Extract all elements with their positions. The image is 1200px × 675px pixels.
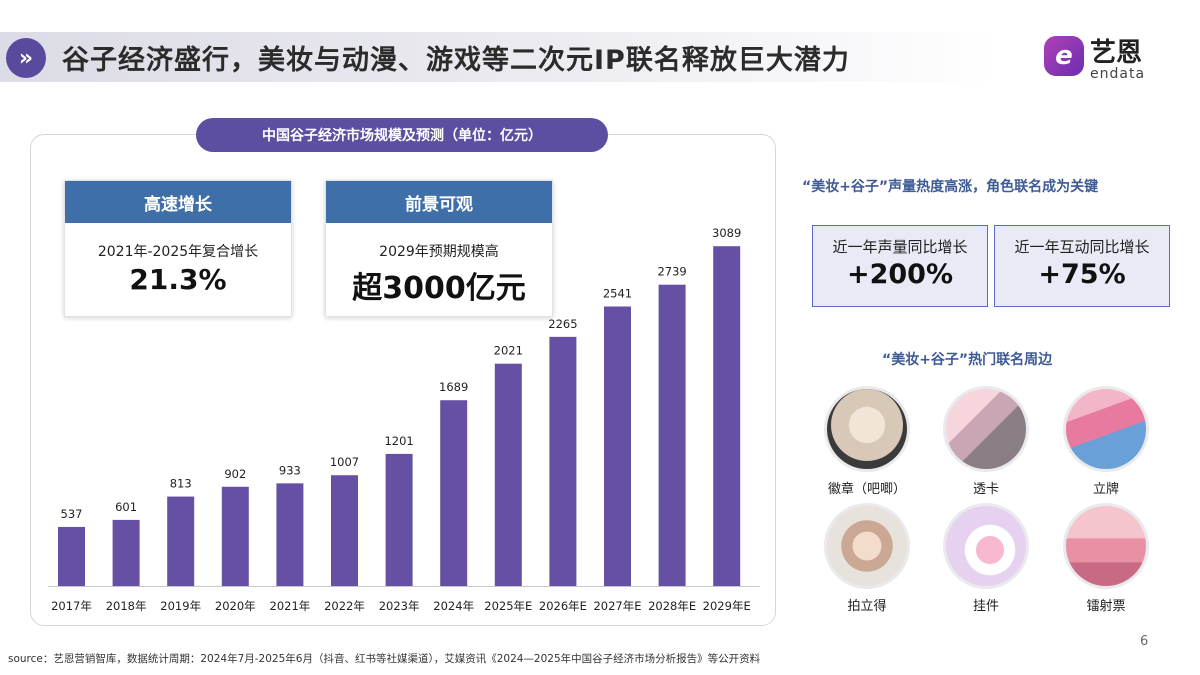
page-number: 6 — [1140, 634, 1149, 649]
transparent-card-image-icon — [943, 386, 1029, 472]
bar — [713, 246, 741, 586]
bar — [494, 363, 522, 586]
product-pendant: 挂件 — [931, 503, 1041, 614]
product-label: 立牌 — [1092, 482, 1119, 497]
x-tick-label: 2028年E — [648, 599, 696, 613]
volume-heading: “美妆+谷子”声量热度高涨，角色联名成为关键 — [802, 179, 1099, 195]
highlight-card-subtitle: 2029年预期规模高 — [379, 244, 499, 260]
x-tick-label: 2029年E — [703, 599, 751, 613]
bar — [276, 483, 304, 586]
x-tick-label: 2022年 — [324, 599, 365, 613]
product-transparent-card: 透卡 — [931, 386, 1041, 497]
data-label: 601 — [115, 500, 137, 514]
x-tick-label: 2023年 — [379, 599, 420, 613]
title-bar — [0, 32, 1000, 82]
bar — [385, 453, 413, 586]
stat-label: 近一年互动同比增长 — [1014, 238, 1150, 256]
logo-english-name: endata — [1090, 66, 1146, 82]
standee-image-icon — [1063, 386, 1149, 472]
data-label: 2265 — [548, 317, 577, 331]
logo-chinese-name: 艺恩 — [1090, 38, 1143, 68]
polaroid-image-icon — [824, 503, 910, 589]
product-label: 拍立得 — [847, 599, 887, 614]
x-tick-label: 2025年E — [484, 599, 532, 613]
x-tick-label: 2021年 — [270, 599, 311, 613]
data-label: 2739 — [657, 265, 686, 279]
product-laser-ticket: 镭射票 — [1051, 503, 1161, 614]
x-tick-label: 2019年 — [160, 599, 201, 613]
bar — [58, 526, 85, 586]
stat-value: +200% — [846, 259, 954, 290]
badge-image-icon — [824, 386, 910, 472]
stat-label: 近一年声量同比增长 — [832, 238, 968, 256]
data-label: 3089 — [712, 226, 741, 240]
highlight-card-value: 21.3% — [129, 263, 227, 296]
x-tick-label: 2020年 — [215, 599, 256, 613]
endata-logo: e 艺恩 endata — [1044, 32, 1174, 86]
bar — [604, 306, 631, 586]
bar — [549, 336, 577, 586]
x-tick-label: 2026年E — [539, 599, 587, 613]
bar — [658, 284, 686, 586]
product-badge: 徽章（吧唧） — [812, 386, 922, 497]
chart-title: 中国谷子经济市场规模及预测（单位：亿元） — [196, 118, 608, 152]
x-tick-label: 2017年 — [51, 599, 92, 613]
data-label: 1689 — [439, 380, 468, 394]
x-tick-label: 2018年 — [106, 599, 147, 613]
product-standee: 立牌 — [1051, 386, 1161, 497]
product-polaroid: 拍立得 — [812, 503, 922, 614]
double-chevron-icon: » — [6, 38, 46, 78]
data-label: 813 — [170, 477, 192, 491]
highlight-card-heading: 高速增长 — [65, 181, 291, 223]
highlight-card-subtitle: 2021年-2025年复合增长 — [97, 244, 259, 260]
product-label: 徽章（吧唧） — [827, 482, 906, 497]
x-tick-label: 2024年 — [433, 599, 474, 613]
bar — [331, 475, 358, 586]
products-heading: “美妆+谷子”热门联名周边 — [882, 352, 1053, 368]
stat-card-interaction: 近一年互动同比增长 +75% — [994, 225, 1170, 307]
x-tick-label: 2027年E — [593, 599, 641, 613]
highlight-card-outlook: 前景可观 2029年预期规模高 超3000亿元 — [325, 180, 553, 317]
bar — [221, 486, 249, 586]
page-title: 谷子经济盛行，美妆与动漫、游戏等二次元IP联名释放巨大潜力 — [62, 45, 850, 76]
data-label: 933 — [279, 463, 301, 477]
product-label: 挂件 — [972, 599, 999, 614]
stat-card-volume: 近一年声量同比增长 +200% — [812, 225, 988, 307]
data-label: 1201 — [384, 434, 413, 448]
highlight-card-growth: 高速增长 2021年-2025年复合增长 21.3% — [64, 180, 292, 317]
bar — [167, 496, 195, 586]
endata-logo-icon: e — [1044, 36, 1084, 76]
stat-value: +75% — [1038, 259, 1126, 290]
source-note: source：艺恩营销智库，数据统计周期：2024年7月-2025年6月（抖音、… — [8, 653, 761, 665]
data-label: 537 — [61, 507, 83, 521]
market-size-bar-chart: 537 2017年 601 2018年 813 2019年 902 2020年 933 2021年… — [48, 226, 760, 613]
data-label: 2541 — [603, 286, 632, 300]
bar — [112, 519, 140, 586]
pendant-image-icon — [943, 503, 1029, 589]
highlight-card-heading: 前景可观 — [326, 181, 552, 223]
data-label: 902 — [224, 467, 246, 481]
data-label: 1007 — [330, 455, 359, 469]
laser-ticket-image-icon — [1063, 503, 1149, 589]
product-label: 透卡 — [972, 482, 999, 497]
highlight-card-value: 超3000亿元 — [352, 271, 526, 306]
bar — [440, 400, 468, 586]
product-label: 镭射票 — [1086, 599, 1126, 614]
data-label: 2021 — [494, 344, 523, 358]
